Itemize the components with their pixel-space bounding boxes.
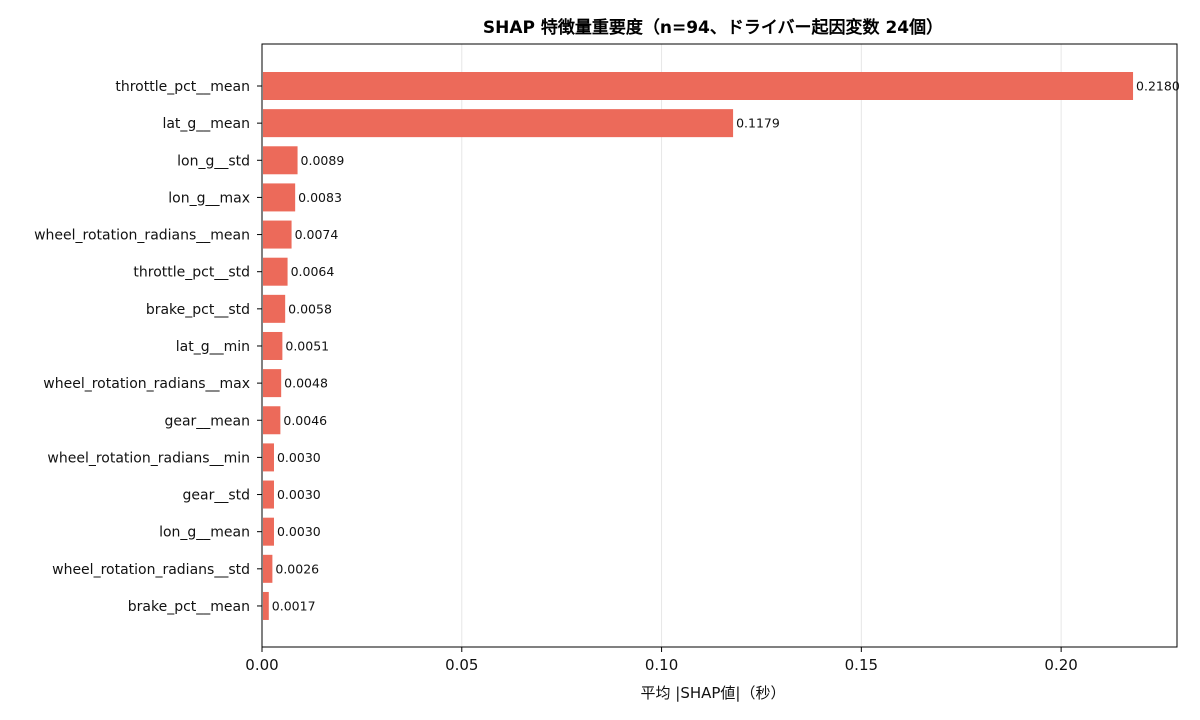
value-label: 0.2180 [1136,79,1180,94]
bar [263,331,283,360]
x-tick-label: 0.20 [1044,656,1077,674]
bar [263,443,274,472]
category-label: throttle_pct__std [133,265,250,281]
value-label: 0.0017 [272,598,316,613]
x-axis-ticks: 0.00 0.05 0.10 0.15 0.20 [245,647,1078,674]
value-label: 0.0048 [284,376,328,391]
category-label: wheel_rotation_radians__max [43,376,250,392]
bar [263,72,1134,100]
bar [263,406,281,435]
value-label: 0.0026 [275,561,319,576]
bar [263,109,734,138]
bars [263,72,1134,620]
category-label: wheel_rotation_radians__std [52,562,250,578]
category-label: lon_g__mean [159,525,250,541]
value-label: 0.0046 [283,413,327,428]
category-label: lat_g__min [176,339,250,355]
category-label: wheel_rotation_radians__min [47,450,250,466]
bar [263,257,288,286]
category-label: brake_pct__mean [128,599,250,615]
bar [263,517,274,546]
grid-lines [461,44,1062,647]
x-tick-label: 0.00 [245,656,278,674]
value-label: 0.0089 [301,153,345,168]
x-tick-label: 0.15 [845,656,878,674]
bar [263,294,286,323]
category-label: throttle_pct__mean [115,79,250,95]
bar [263,183,296,212]
plot-frame [261,43,1178,648]
chart-title: SHAP 特徴量重要度（n=94、ドライバー起因変数 24個） [483,17,943,38]
value-label: 0.0051 [285,338,329,353]
x-axis-label: 平均 |SHAP値|（秒） [641,684,786,702]
bar [263,369,282,398]
value-label: 0.0030 [277,524,321,539]
category-label: wheel_rotation_radians__mean [34,228,250,244]
value-label: 0.0030 [277,487,321,502]
value-label: 0.0058 [288,301,332,316]
x-tick-label: 0.05 [445,656,478,674]
category-label: lon_g__max [168,190,250,206]
category-label: lat_g__mean [162,116,250,132]
bar [263,220,292,249]
x-tick-label: 0.10 [645,656,678,674]
value-label: 0.1179 [736,116,780,131]
value-label: 0.0064 [291,264,335,279]
value-labels: 0.2180 0.1179 0.0089 0.0083 0.0074 0.0064 0.00… [272,79,1180,614]
category-labels: throttle_pct__mean lat_g__mean lon_g__stdl… [34,79,262,615]
bar [263,480,274,509]
bar [263,554,273,583]
value-label: 0.0083 [298,190,342,205]
bar [263,146,298,175]
category-label: gear__mean [164,413,250,429]
category-label: brake_pct__std [146,302,250,318]
category-label: lon_g__std [177,153,250,169]
value-label: 0.0074 [295,227,339,242]
bar [263,591,269,620]
value-label: 0.0030 [277,450,321,465]
category-label: gear__std [182,488,250,504]
